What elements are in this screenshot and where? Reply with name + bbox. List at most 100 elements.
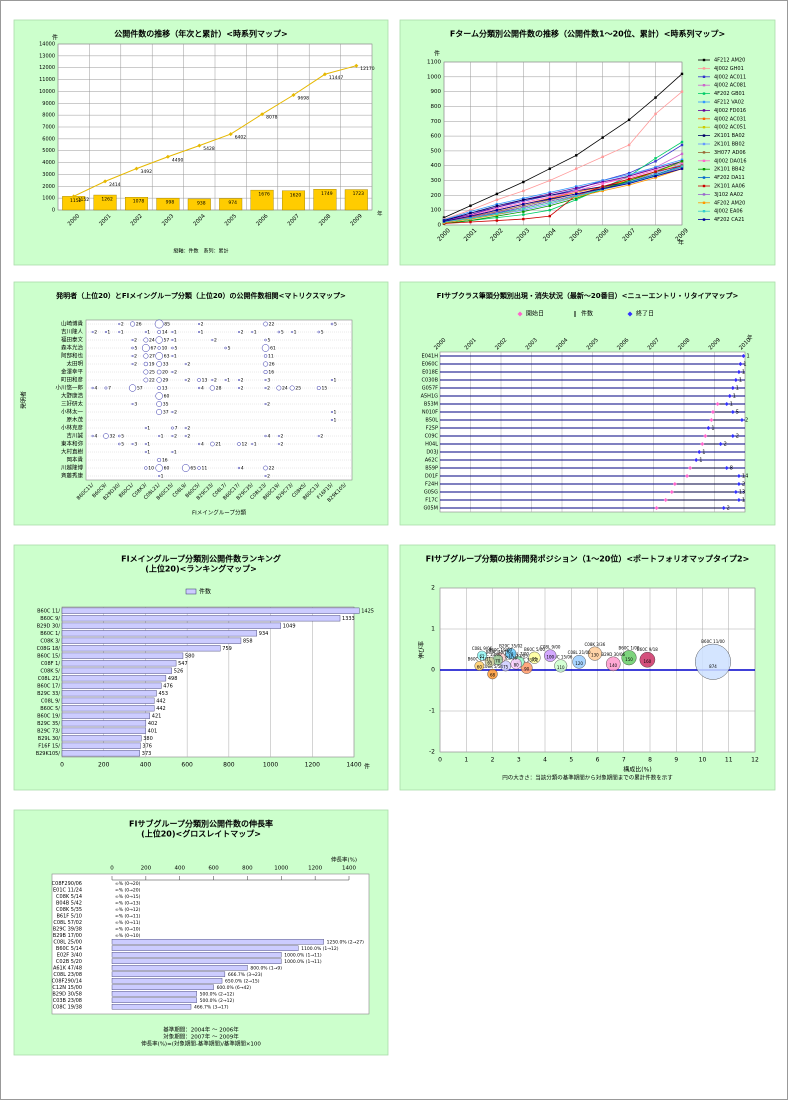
cell-label: 2 — [174, 410, 177, 416]
row-label: F17C — [425, 498, 438, 504]
cell-label: 2 — [187, 378, 190, 384]
cell-bubble — [184, 362, 187, 366]
y-tick-label: 600 — [431, 134, 442, 140]
end-marker — [730, 386, 735, 390]
y-tick-label: C08F290/14 — [52, 978, 82, 984]
y-tick-label: F16F 15/ — [38, 743, 60, 749]
y-tick-label: 5000 — [42, 148, 55, 154]
end-marker — [733, 490, 738, 494]
bubble-name: C08L 9/06 — [472, 646, 493, 651]
bar-label: 1262 — [101, 197, 113, 203]
cell-bubble — [154, 319, 164, 329]
plot-area — [61, 606, 355, 758]
count-label: 2 — [724, 442, 727, 448]
start-marker — [663, 498, 668, 502]
cell-label: 5 — [121, 442, 124, 448]
bar-label: ∞% (0→15) — [115, 894, 141, 900]
bubble — [572, 655, 586, 669]
cell-bubble — [263, 354, 268, 358]
row-label: D01F — [425, 474, 438, 480]
cell-label: 5 — [268, 338, 271, 344]
bar-label: 376 — [142, 743, 152, 749]
cell-bubble — [317, 434, 320, 438]
y-tick-label: B29C 33/ — [37, 691, 60, 697]
legend-label: 開始日 — [526, 310, 544, 318]
bar-label: ∞% (0→20) — [115, 887, 141, 893]
cell-label: 22 — [269, 466, 275, 472]
series-line — [443, 73, 683, 218]
series-marker — [495, 203, 499, 206]
cell-bubble — [144, 450, 147, 454]
count-label: 2 — [745, 418, 748, 424]
bar-label: 580 — [185, 653, 195, 659]
bubble — [544, 649, 557, 662]
cell-label: 1 — [121, 330, 124, 336]
x-tick-label: 1200 — [308, 866, 322, 872]
cell-label: 13 — [202, 378, 208, 384]
y-tick-label: 1000 — [42, 196, 55, 202]
cell-bubble — [131, 402, 134, 406]
end-marker — [736, 370, 741, 374]
x-tick-label: 2 — [491, 757, 495, 764]
series-marker — [654, 174, 657, 178]
cell-bubble — [144, 330, 147, 334]
y-tick-label: 0 — [431, 667, 435, 674]
row-label: 斉藤秀康 — [61, 472, 84, 480]
y-tick-label: B29B 17/00 — [53, 933, 82, 939]
y-tick-label: E02F 3/40 — [57, 952, 82, 958]
legend-marker — [627, 311, 633, 317]
series-marker — [627, 143, 631, 147]
y-unit: 件 — [52, 34, 58, 42]
bar — [344, 189, 368, 211]
y-tick-label: C08C 19/38 — [53, 1004, 82, 1010]
cell-bubble — [184, 378, 187, 382]
bubble-size-label: 60 — [477, 664, 483, 669]
bar-label: 1676 — [258, 192, 270, 198]
cell-bubble — [130, 321, 136, 327]
series-line — [443, 166, 683, 223]
bubble — [587, 646, 602, 661]
y-tick-label: 300 — [431, 178, 442, 184]
cell-label: 2 — [187, 362, 190, 368]
cell-bubble — [263, 465, 268, 471]
bar — [111, 939, 324, 945]
bar — [111, 997, 197, 1003]
bar-label: 1749 — [321, 191, 333, 197]
x-tick-label: 600 — [181, 762, 193, 769]
bar-label: 1000.0% (1→11) — [284, 952, 322, 958]
row-label: E041H — [422, 354, 439, 360]
bar — [111, 945, 299, 951]
cell-bubble — [157, 457, 162, 463]
cell-bubble — [143, 353, 149, 359]
bubble-name: C08L 21/00 — [568, 650, 591, 655]
cell-bubble — [158, 474, 161, 478]
count-label: 1 — [711, 426, 714, 432]
x-unit: 伸長率(%) — [331, 856, 357, 864]
cell-label: 20 — [162, 370, 168, 376]
bubble-size-label: 150 — [625, 657, 633, 662]
x-tick-label: 6 — [596, 757, 600, 764]
bar — [61, 697, 155, 704]
row-label: D03J — [426, 450, 438, 456]
line-label: 6402 — [235, 135, 247, 141]
legend-label: 4F212 AM20 — [714, 58, 745, 64]
cell-bubble — [331, 378, 334, 382]
cell-label: 1 — [334, 418, 337, 424]
line-label: 3492 — [141, 169, 153, 175]
y-tick-label: 0 — [52, 208, 55, 214]
series-marker — [627, 182, 631, 185]
series-marker — [548, 214, 551, 218]
bubble-name: B60C 19/00 — [489, 648, 513, 653]
series-marker — [654, 166, 657, 169]
series-marker — [442, 220, 446, 223]
series-marker — [654, 171, 657, 175]
cell-bubble — [237, 466, 241, 470]
cell-bubble — [156, 409, 163, 415]
line-marker — [322, 72, 327, 77]
series-marker — [627, 176, 631, 179]
bubble-name: B60C 13/00 — [478, 652, 502, 657]
y-tick-label: B61F 5/10 — [57, 913, 83, 919]
series-marker — [601, 187, 604, 190]
bubble — [510, 658, 522, 670]
bar-label: 1250.0% (2→27) — [327, 939, 365, 945]
